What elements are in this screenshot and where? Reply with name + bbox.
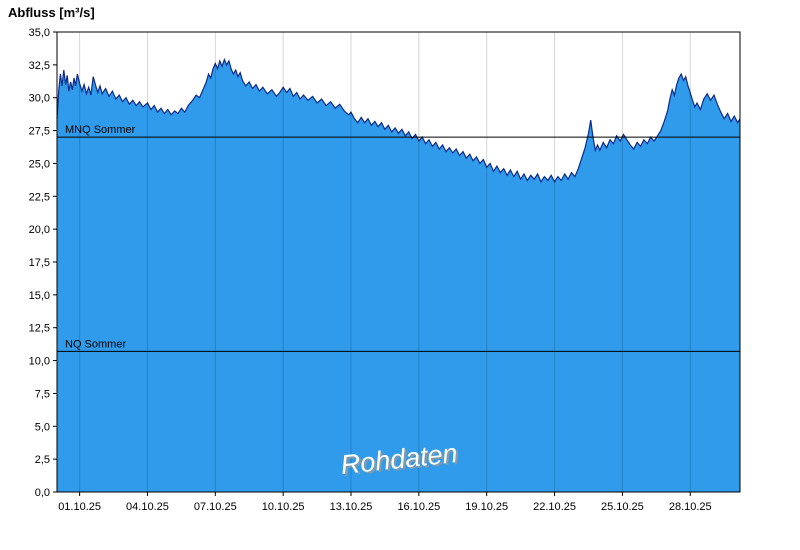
x-tick-label: 25.10.25 — [601, 501, 644, 513]
x-tick-label: 07.10.25 — [194, 501, 237, 513]
y-tick-label: 12,5 — [29, 323, 50, 335]
y-tick-label: 2,5 — [35, 454, 50, 466]
x-tick-label: 28.10.25 — [669, 501, 712, 513]
x-tick-label: 13.10.25 — [330, 501, 373, 513]
y-tick-label: 30,0 — [29, 93, 50, 105]
y-tick-label: 27,5 — [29, 126, 50, 138]
y-tick-label: 20,0 — [29, 224, 50, 236]
discharge-area — [57, 59, 740, 492]
y-tick-label: 5,0 — [35, 421, 50, 433]
x-tick-label: 01.10.25 — [58, 501, 101, 513]
y-tick-label: 15,0 — [29, 290, 50, 302]
x-tick-label: 04.10.25 — [126, 501, 169, 513]
y-tick-label: 10,0 — [29, 356, 50, 368]
x-tick-label: 16.10.25 — [397, 501, 440, 513]
y-tick-label: 0,0 — [35, 487, 50, 499]
y-tick-label: 7,5 — [35, 388, 50, 400]
y-tick-label: 22,5 — [29, 191, 50, 203]
y-tick-label: 35,0 — [29, 27, 50, 39]
y-axis-title: Abfluss [m³/s] — [8, 5, 95, 20]
y-tick-label: 32,5 — [29, 60, 50, 72]
x-tick-label: 10.10.25 — [262, 501, 305, 513]
nq-sommer-label: NQ Sommer — [65, 338, 126, 350]
mnq-sommer-label: MNQ Sommer — [65, 124, 136, 136]
discharge-line — [56, 57, 741, 184]
x-tick-label: 22.10.25 — [533, 501, 576, 513]
x-tick-label: 19.10.25 — [465, 501, 508, 513]
y-tick-label: 17,5 — [29, 257, 50, 269]
y-tick-label: 25,0 — [29, 158, 50, 170]
